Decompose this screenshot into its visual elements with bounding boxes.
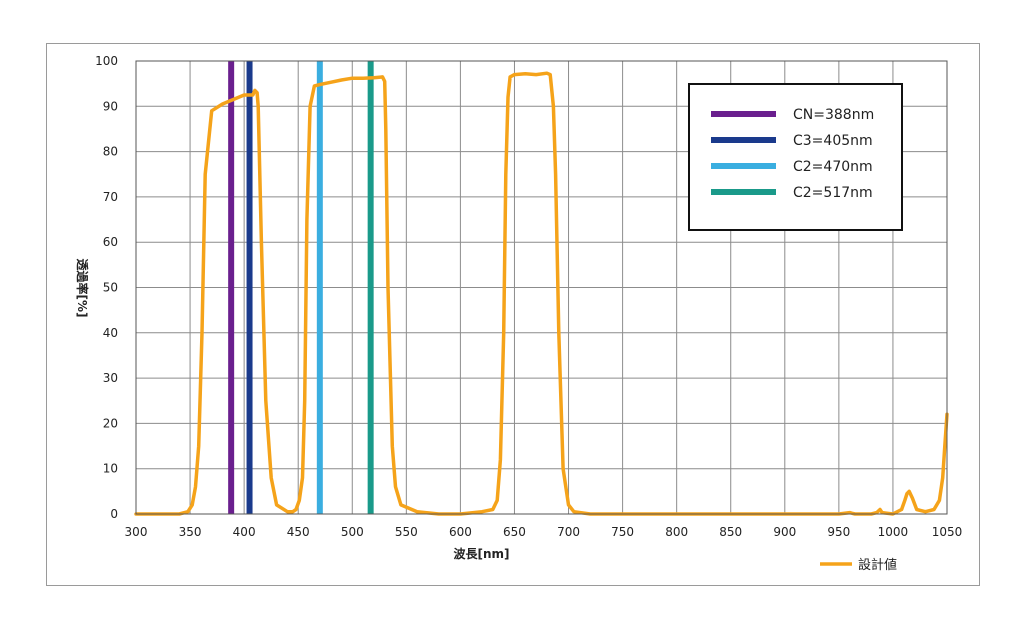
legend-label: C2=517nm	[793, 185, 873, 201]
x-tick-label: 600	[449, 525, 472, 539]
x-tick-label: 700	[557, 525, 580, 539]
x-tick-label: 900	[773, 525, 796, 539]
y-tick-label: 50	[103, 281, 118, 295]
legend-label: CN=388nm	[793, 107, 874, 123]
marker-legend: CN=388nm C3=405nm C2=470nm C2=517nm	[688, 83, 903, 231]
legend-frame	[688, 83, 903, 231]
x-tick-label: 650	[503, 525, 526, 539]
x-tick-label: 300	[125, 525, 148, 539]
x-tick-label: 950	[827, 525, 850, 539]
y-tick-label: 0	[110, 507, 118, 521]
x-tick-label: 850	[719, 525, 742, 539]
x-axis-title: 波長[nm]	[453, 546, 509, 561]
x-tick-labels: 300 350 400 450 500 550 600 650 700 750 800 850 900 9…	[125, 525, 963, 539]
y-tick-label: 90	[103, 99, 118, 113]
x-tick-label: 1050	[932, 525, 963, 539]
x-tick-label: 800	[665, 525, 688, 539]
y-tick-labels: 0 10 20 30 40 50 60 70 80 90 100	[95, 54, 118, 521]
wavelength-markers	[228, 61, 374, 514]
y-tick-label: 30	[103, 371, 118, 385]
x-tick-label: 350	[179, 525, 202, 539]
x-tick-label: 1000	[878, 525, 909, 539]
x-tick-label: 750	[611, 525, 634, 539]
x-tick-label: 550	[395, 525, 418, 539]
y-tick-label: 70	[103, 190, 118, 204]
legend-label: C3=405nm	[793, 133, 873, 149]
y-tick-label: 20	[103, 416, 118, 430]
y-tick-label: 80	[103, 145, 118, 159]
series-legend: 設計値	[820, 557, 897, 573]
y-tick-label: 100	[95, 54, 118, 68]
y-tick-label: 10	[103, 462, 118, 476]
x-tick-label: 450	[287, 525, 310, 539]
y-tick-label: 40	[103, 326, 118, 340]
x-tick-label: 400	[233, 525, 256, 539]
x-tick-label: 500	[341, 525, 364, 539]
series-legend-label: 設計値	[858, 557, 897, 573]
plot-border	[135, 60, 948, 515]
y-axis-title: 透過率[%]	[75, 259, 90, 318]
legend-label: C2=470nm	[793, 159, 873, 175]
y-tick-label: 60	[103, 235, 118, 249]
